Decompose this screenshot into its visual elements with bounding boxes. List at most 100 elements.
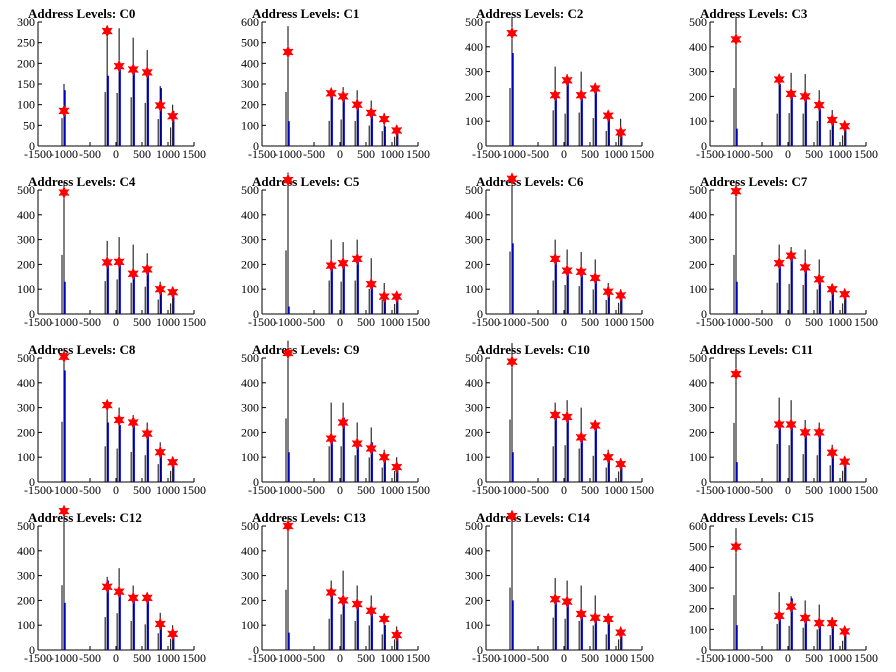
x-tick-label: -500 (527, 147, 549, 161)
x-tick-label: 0 (785, 147, 791, 161)
peak-marker (351, 597, 363, 611)
peak-marker (589, 611, 601, 625)
peak-marker (561, 594, 573, 609)
y-tick-label: 50 (23, 118, 35, 132)
y-tick-label: 0 (29, 643, 35, 657)
x-tick-label: 1500 (630, 483, 654, 497)
y-tick-label: 200 (465, 425, 483, 439)
peak-marker (575, 88, 587, 102)
peak-marker (561, 410, 573, 424)
y-tick-label: 300 (241, 233, 259, 247)
peak-marker (838, 455, 851, 469)
peak-marker (58, 104, 70, 118)
peak-marker (549, 88, 561, 102)
peak-marker (614, 288, 627, 303)
chart-c12: Address Levels: C12 0 100 200 300 400 500 -1500… (17, 504, 206, 665)
x-tick-label: 1000 (156, 483, 180, 497)
peak-marker (325, 585, 337, 600)
y-tick-label: 400 (241, 208, 259, 222)
x-tick-label: -500 (79, 147, 101, 161)
x-tick-label: -500 (751, 147, 773, 161)
y-tick-label: 300 (465, 65, 483, 79)
peak-marker (101, 255, 113, 270)
peak-marker (589, 271, 601, 285)
peak-marker (602, 285, 614, 299)
y-tick-label: 200 (465, 257, 483, 271)
peak-marker (127, 267, 139, 281)
y-tick-label: 100 (689, 622, 707, 636)
y-tick-label: 400 (17, 544, 35, 558)
peak-marker (154, 445, 166, 459)
peak-marker (799, 260, 811, 275)
peak-marker (101, 24, 113, 38)
y-tick-label: 400 (465, 544, 483, 558)
x-tick-label: 0 (337, 483, 343, 497)
y-tick-label: 400 (689, 560, 707, 574)
y-tick-label: 250 (17, 36, 35, 50)
x-tick-label: 1500 (406, 651, 430, 665)
peak-marker (549, 408, 561, 422)
x-tick-label: 1000 (828, 651, 852, 665)
y-tick-label: 200 (17, 425, 35, 439)
peak-marker (730, 32, 742, 47)
x-tick-label: 1500 (182, 483, 206, 497)
x-tick-label: 1000 (156, 147, 180, 161)
y-tick-label: 0 (253, 475, 259, 489)
peak-marker (813, 616, 825, 630)
x-tick-label: 1500 (406, 315, 430, 329)
x-tick-label: 500 (357, 315, 375, 329)
y-tick-label: 500 (241, 351, 259, 365)
peak-marker (127, 415, 139, 430)
y-tick-label: 300 (17, 569, 35, 583)
peak-marker (365, 604, 377, 618)
chart-c6: Address Levels: C60100200300400500-1500-… (465, 172, 654, 329)
peak-marker (325, 86, 337, 100)
peak-marker (166, 285, 179, 299)
peak-marker (325, 258, 337, 273)
chart-c7: Address Levels: C70100200300400500-1500-… (689, 174, 878, 329)
chart-c10: Address Levels: C10 0 100 200 300 400 500 -1500… (465, 342, 654, 497)
x-tick-label: -500 (527, 315, 549, 329)
y-tick-label: 300 (465, 233, 483, 247)
x-tick-label: -1000 (498, 147, 526, 161)
peak-marker (351, 98, 363, 112)
x-tick-label: -500 (79, 651, 101, 665)
x-tick-label: 0 (113, 147, 119, 161)
chart-title: Address Levels: C13 (252, 510, 366, 525)
y-tick-label: 400 (241, 56, 259, 70)
x-tick-label: 1000 (604, 147, 628, 161)
x-tick-label: 500 (357, 483, 375, 497)
x-tick-label: 0 (337, 147, 343, 161)
x-tick-label: -1500 (24, 651, 52, 665)
chart-title: Address Levels: C5 (252, 174, 360, 189)
y-tick-label: 0 (29, 139, 35, 153)
chart-c11: Address Levels: C11 0 100 200 300 400 500 -1500… (689, 342, 878, 497)
peak-marker (365, 277, 377, 291)
x-tick-label: -1000 (722, 315, 750, 329)
peak-marker (378, 112, 390, 126)
peak-marker (813, 272, 825, 286)
chart-title: Address Levels: C6 (476, 174, 584, 189)
peak-marker (561, 73, 573, 87)
x-tick-label: -500 (751, 483, 773, 497)
x-tick-label: 500 (805, 483, 823, 497)
x-tick-label: 1000 (380, 483, 404, 497)
chart-title: Address Levels: C14 (476, 510, 590, 525)
peak-marker (602, 450, 614, 464)
peak-marker (799, 611, 811, 625)
x-tick-label: 0 (785, 315, 791, 329)
y-tick-label: 300 (241, 569, 259, 583)
peak-marker (351, 252, 363, 266)
x-tick-label: 1500 (406, 147, 430, 161)
peak-marker (730, 367, 742, 381)
y-tick-label: 300 (689, 65, 707, 79)
y-tick-label: 400 (465, 40, 483, 54)
x-tick-label: 500 (805, 147, 823, 161)
y-tick-label: 400 (689, 40, 707, 54)
x-tick-label: -1000 (274, 315, 302, 329)
peak-marker (506, 26, 518, 40)
peak-marker (337, 89, 349, 104)
x-tick-label: 1000 (380, 651, 404, 665)
peak-marker (378, 450, 390, 464)
peak-marker (602, 612, 614, 626)
